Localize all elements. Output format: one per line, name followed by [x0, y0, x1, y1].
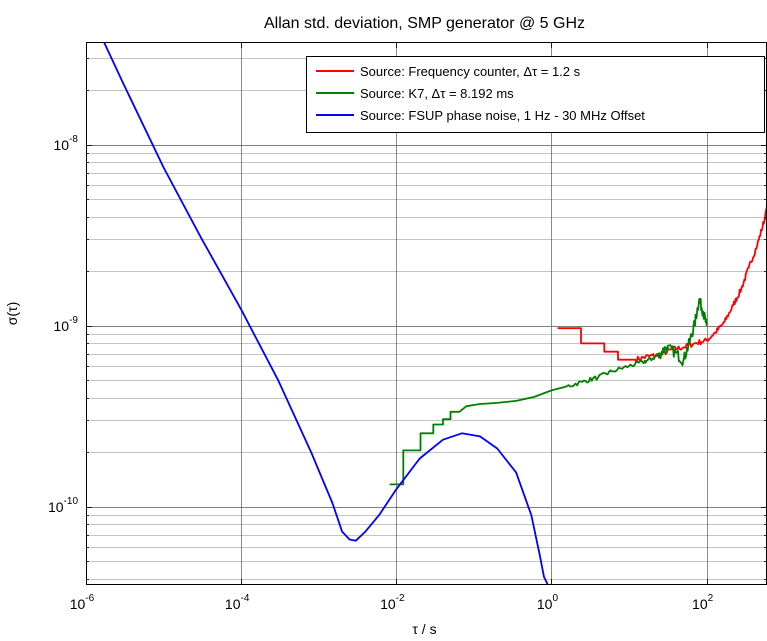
chart-title: Allan std. deviation, SMP generator @ 5 …	[264, 15, 585, 32]
legend-entry-3: Source: FSUP phase noise, 1 Hz - 30 MHz …	[360, 108, 645, 123]
y-tick-labels: 10-8 10-9 10-10	[48, 134, 78, 515]
legend: Source: Frequency counter, Δτ = 1.2 s Sou…	[306, 56, 765, 133]
y-axis-label: σ(τ)	[4, 302, 20, 326]
series-line-3	[103, 42, 549, 585]
y-tick-label: 10-9	[54, 315, 79, 334]
series-line-2	[389, 298, 708, 486]
x-tick-label: 10-2	[380, 593, 405, 612]
legend-entry-1: Source: Frequency counter, Δτ = 1.2 s	[360, 64, 581, 79]
series-layer	[103, 42, 767, 585]
y-tick-label: 10-8	[54, 134, 79, 153]
x-axis-label: τ / s	[412, 621, 436, 637]
y-tick-label: 10-10	[48, 496, 78, 515]
legend-entry-2: Source: K7, Δτ = 8.192 ms	[360, 86, 514, 101]
x-tick-label: 100	[537, 593, 559, 612]
minor-grid	[86, 58, 767, 580]
axis-ticks	[86, 42, 767, 585]
x-tick-label: 102	[692, 593, 714, 612]
legend-box	[306, 56, 765, 133]
x-tick-labels: 10-6 10-4 10-2 100 102	[70, 593, 714, 612]
x-tick-label: 10-6	[70, 593, 95, 612]
x-tick-label: 10-4	[225, 593, 250, 612]
